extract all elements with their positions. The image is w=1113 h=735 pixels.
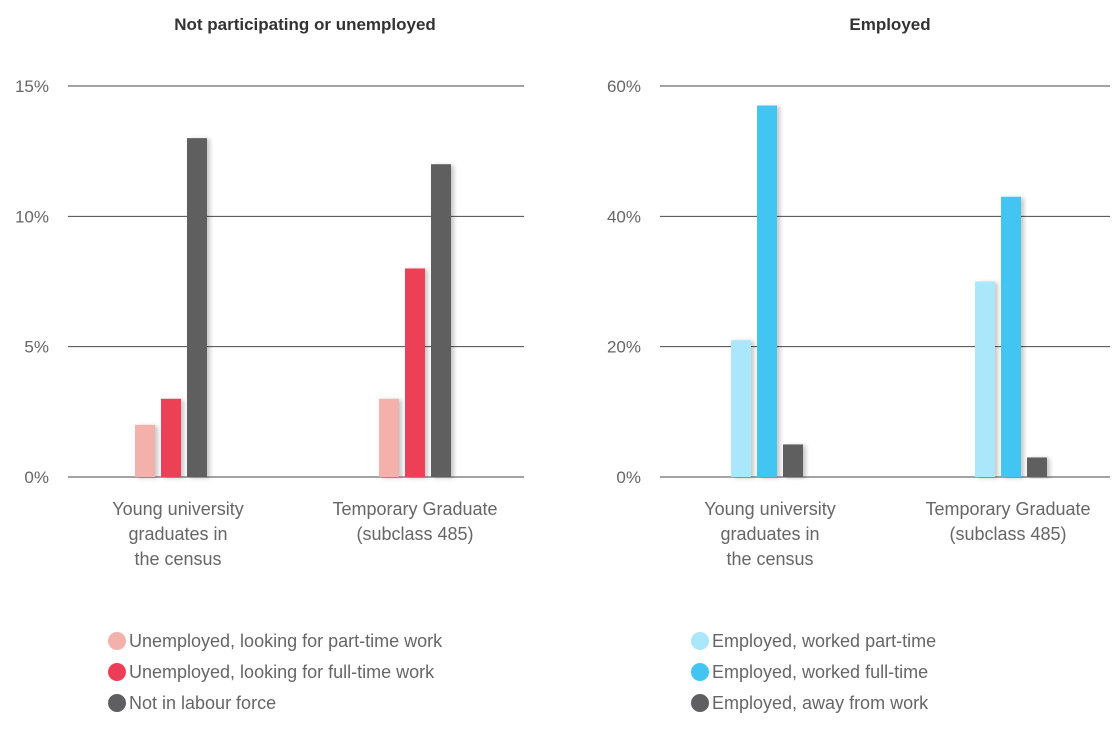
bar [187,138,207,477]
bar [975,281,995,477]
y-tick-label: 60% [607,77,641,96]
bar [431,164,451,477]
bar [783,444,803,477]
legend-label: Employed, worked full-time [712,662,928,682]
legend-swatch [108,694,126,712]
y-tick-label: 0% [24,468,49,487]
x-category-label: the census [726,549,813,569]
y-tick-label: 15% [15,77,49,96]
legend-swatch [691,694,709,712]
x-category-label: (subclass 485) [356,524,473,544]
bar [757,105,777,478]
bar [1001,196,1021,478]
bar [161,398,181,477]
y-tick-label: 10% [15,207,49,226]
x-category-label: graduates in [128,524,227,544]
bar [135,424,155,477]
x-category-label: Temporary Graduate [332,499,497,519]
legend-label: Unemployed, looking for full-time work [129,662,435,682]
legend-swatch [108,663,126,681]
bar [731,340,751,477]
x-category-label: (subclass 485) [949,524,1066,544]
bar [405,268,425,477]
bar [1027,457,1047,477]
legend-label: Not in labour force [129,693,276,713]
chart-title: Employed [849,15,930,34]
x-category-label: the census [134,549,221,569]
y-tick-label: 0% [616,468,641,487]
x-category-label: Young university [112,499,243,519]
legend-label: Employed, away from work [712,693,929,713]
legend-label: Unemployed, looking for part-time work [129,631,443,651]
x-category-label: Young university [704,499,835,519]
legend-swatch [691,632,709,650]
x-category-label: Temporary Graduate [925,499,1090,519]
legend-swatch [691,663,709,681]
x-category-label: graduates in [720,524,819,544]
legend-label: Employed, worked part-time [712,631,936,651]
y-tick-label: 5% [24,338,49,357]
legend-swatch [108,632,126,650]
bar [379,398,399,477]
y-tick-label: 40% [607,207,641,226]
y-tick-label: 20% [607,338,641,357]
chart-title: Not participating or unemployed [174,15,436,34]
